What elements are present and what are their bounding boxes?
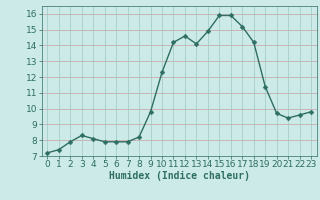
X-axis label: Humidex (Indice chaleur): Humidex (Indice chaleur) [109,171,250,181]
